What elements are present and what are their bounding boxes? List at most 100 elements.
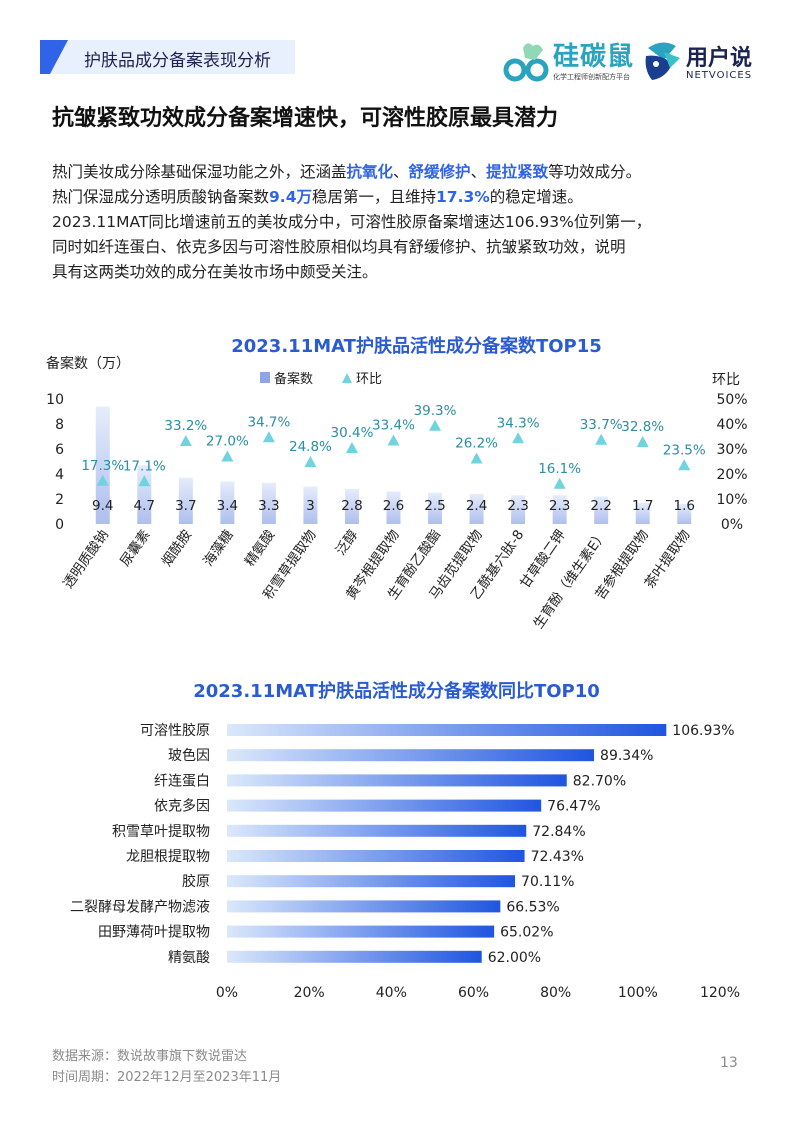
chart1-y-tick: 10 (46, 392, 64, 408)
chart1-mom-marker (179, 435, 192, 446)
chart2-value-label: 70.11% (521, 874, 574, 890)
chart1-mom-marker (262, 431, 275, 443)
chart1-y-tick: 6 (55, 442, 64, 458)
chart2-bar (227, 749, 595, 762)
chart2-bar (227, 925, 495, 938)
chart1-mom-marker (553, 477, 566, 489)
chart2-category-label: 玻色因 (168, 747, 210, 764)
chart1-mom-marker (429, 419, 442, 431)
chart2-category-label: 精氨酸 (168, 950, 210, 966)
chart2-category-label: 依克多因 (154, 798, 210, 815)
chart1-bar-value-label: 3 (306, 498, 315, 514)
chart1-bar (594, 496, 609, 524)
chart1-bar-value-label: 2.2 (590, 498, 611, 514)
chart1-y2-tick: 50% (716, 392, 747, 408)
chart1-bar (552, 495, 567, 524)
chart1-bar-value-label: 2.5 (424, 498, 445, 514)
chart1-svg: 备案数（万） 环比 备案数 环比 0 2 4 6 8 10 0% 10% 20% 30% 40% 50% 9.4… (46, 355, 748, 632)
chart2-title: 2023.11MAT护肤品活性成分备案数同比TOP10 (193, 681, 600, 702)
chart1-mom-label: 33.4% (372, 418, 415, 434)
chart1-bar (261, 482, 276, 524)
chart2-value-label: 65.02% (500, 925, 553, 941)
guitanshu-logo-icon (503, 38, 551, 88)
chart1-bar-value-label: 9.4 (92, 498, 113, 514)
netvoices-logo-icon (642, 38, 684, 88)
chart1-y2-tick: 40% (716, 417, 747, 433)
chart1-mom-label: 23.5% (663, 442, 706, 458)
section-title: 护肤品成分备案表现分析 (84, 51, 271, 71)
chart1-mom-marker (304, 456, 317, 467)
chart1-mom-label: 33.7% (580, 417, 623, 433)
logo1-subtitle: 化学工程师创新配方平台 (553, 73, 630, 81)
paragraph-line-4: 同时如纤连蛋白、依克多因与可溶性胶原相似均具有舒缓修护、抗皱紧致功效，说明 (52, 238, 626, 256)
chart1-mom-label: 32.8% (621, 419, 664, 435)
summary-paragraph: 热门美妆成分除基础保湿功能之外，还涵盖抗氧化、舒缓修护、提拉紧致等功效成分。 热… (52, 160, 752, 285)
chart1-bar (469, 494, 484, 524)
chart1-bar (511, 495, 526, 524)
chart2-value-label: 62.00% (488, 950, 541, 966)
chart1-mom-label: 27.0% (206, 434, 249, 450)
chart2-value-label: 66.53% (506, 899, 559, 915)
chart1-mom-marker (387, 434, 400, 446)
chart1-y2-tick: 0% (721, 517, 743, 533)
chart2-category-label: 龙胆根提取物 (126, 849, 210, 865)
chart1-mom-label: 17.1% (123, 458, 166, 474)
highlight-firming: 提拉紧致 (486, 163, 549, 181)
chart2-value-label: 106.93% (672, 723, 734, 739)
chart1-mom-label: 17.3% (81, 458, 124, 474)
highlight-antioxidant: 抗氧化 (346, 163, 394, 181)
chart2-value-label: 76.47% (547, 799, 600, 815)
paragraph-line-5: 具有这两类功效的成分在美妆市场中颇受关注。 (52, 263, 378, 281)
chart1-bar-value-label: 3.7 (175, 498, 196, 514)
chart1-legend-bar-swatch (260, 372, 270, 383)
chart1-bar-value-label: 4.7 (134, 498, 155, 514)
chart1-category-label: 海藻糖 (200, 527, 236, 569)
chart1-mom-marker (595, 433, 608, 445)
data-source: 数据来源：数说故事旗下数说雷达 (52, 1049, 248, 1064)
chart2-x-tick: 120% (700, 985, 740, 1001)
chart1-bar (95, 406, 110, 524)
logo1-name: 硅碳鼠 (553, 42, 635, 72)
highlight-growth: 17.3% (436, 188, 490, 206)
chart1-legend-marker-swatch (342, 373, 352, 383)
chart1-mom-label: 39.3% (414, 403, 457, 419)
chart1-mom-label: 16.1% (538, 461, 581, 477)
chart2-x-tick: 20% (294, 985, 325, 1001)
chart1-y2-tick: 10% (716, 492, 747, 508)
chart2-x-tick: 100% (618, 985, 658, 1001)
chart1-mom-marker (636, 436, 649, 447)
chart2-x-tick: 80% (540, 985, 571, 1001)
chart2-bar (227, 799, 542, 812)
chart2-category-label: 胶原 (182, 873, 210, 890)
chart2-category-label: 可溶性胶原 (140, 722, 210, 739)
paragraph-line-1: 热门美妆成分除基础保湿功能之外，还涵盖抗氧化、舒缓修护、提拉紧致等功效成分。 (52, 163, 642, 181)
chart2-bar (227, 950, 482, 963)
chart2-bar (227, 824, 527, 837)
paragraph-line-2: 热门保湿成分透明质酸钠备案数9.4万稳居第一，且维持17.3%的稳定增速。 (52, 188, 583, 206)
chart2-svg: 可溶性胶原 106.93% 玻色因 89.34% 纤连蛋白 82.70% 依克多因 76.47… (70, 722, 740, 1001)
chart2-bar (227, 774, 567, 787)
chart2-value-label: 72.84% (532, 824, 585, 840)
chart2-category-label: 积雪草叶提取物 (112, 824, 210, 840)
chart2-category-label: 田野薄荷叶提取物 (98, 925, 210, 941)
chart1-y-tick: 8 (55, 417, 64, 433)
chart1-bar-value-label: 1.6 (673, 498, 694, 514)
chart1-mom-label: 24.8% (289, 439, 332, 455)
section-tab-accent (40, 40, 50, 74)
chart1-title: 2023.11MAT护肤品活性成分备案数TOP15 (231, 336, 602, 357)
chart1-mom-marker (678, 459, 691, 471)
chart1-bar-value-label: 2.3 (549, 498, 570, 514)
logo2-subtitle: NETVOICES (686, 70, 753, 81)
chart1-category-label: 泛醇 (332, 527, 361, 559)
section-tab-triangle (50, 40, 68, 74)
chart1-bar (386, 491, 401, 524)
chart2-value-label: 82.70% (573, 773, 626, 789)
chart1-bar-value-label: 3.3 (258, 498, 279, 514)
paragraph-line-3: 2023.11MAT同比增速前五的美妆成分中，可溶性胶原备案增速达106.93%… (52, 213, 652, 231)
chart1-y-axis-label: 备案数（万） (46, 355, 130, 372)
chart1-legend-bar-label: 备案数 (274, 371, 313, 387)
chart1-mom-marker (96, 474, 109, 486)
chart1-mom-label: 26.2% (455, 436, 498, 452)
chart2-category-label: 二裂酵母发酵产物滤液 (70, 899, 210, 915)
chart2-x-tick: 60% (458, 985, 489, 1001)
